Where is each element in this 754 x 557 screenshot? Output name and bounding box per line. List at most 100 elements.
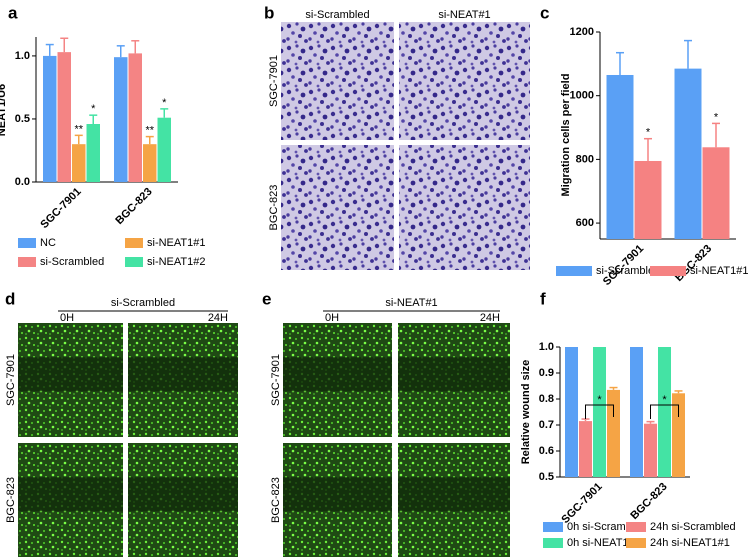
column-label: si-NEAT#1 [438,9,490,21]
bar [607,389,620,477]
legend-swatch [626,522,646,532]
micrograph [281,145,394,270]
column-label: si-Scrambled [305,9,369,21]
micrograph [399,145,530,270]
x-tick-label: BGC-823 [113,186,154,227]
legend-swatch [650,266,686,276]
bar [43,55,57,183]
y-tick-label: 800 [576,153,594,165]
x-tick-label: BGC-823 [673,243,714,284]
wound-gap [18,357,123,392]
panel-letter: b [264,3,274,22]
bar [72,144,86,182]
micrograph [281,22,394,140]
row-label: BGC-823 [270,477,282,523]
panel-letter: f [540,289,546,308]
y-tick-label: 1.0 [539,341,554,353]
legend-label: si-Scrambled [596,265,660,277]
x-tick-label: SGC-7901 [38,186,83,231]
wound-gap [283,477,392,512]
legend-label: 24h si-NEAT1#1 [650,537,730,549]
y-axis-label: Migration cells per field [560,74,572,197]
bar [702,147,730,239]
bar [644,423,657,477]
significance: ** [145,125,154,137]
legend-swatch [543,522,563,532]
legend-swatch [18,257,36,267]
significance: * [91,103,96,115]
legend-swatch [626,538,646,548]
bar [157,117,171,182]
y-tick-label: 0.5 [15,113,30,125]
bar [579,421,592,477]
bar [658,347,671,477]
legend-label: si-NEAT1#1 [147,237,205,249]
row-label: SGC-7901 [268,55,280,107]
legend-label: NC [40,237,56,249]
bar [114,57,128,182]
legend-swatch [18,238,36,248]
significance: * [662,394,667,406]
significance: * [646,127,651,139]
y-tick-label: 0.5 [539,471,554,483]
wound-gap [398,357,510,392]
micrograph [399,22,530,140]
row-label: SGC-7901 [5,354,17,406]
y-tick-label: 1000 [570,90,594,102]
wound-gap [128,357,238,392]
significance: * [597,394,602,406]
x-tick-label: BGC-823 [628,481,669,522]
bar [565,347,578,477]
significance: * [162,97,167,109]
legend-swatch [543,538,563,548]
legend-label: 24h si-Scrambled [650,521,736,533]
bracket [585,404,614,419]
row-label: BGC-823 [268,185,280,231]
wound-gap [18,477,123,512]
row-label: BGC-823 [5,477,17,523]
wound-gap [398,477,510,512]
column-label: 24H [208,312,228,324]
bar [672,393,685,477]
bar [86,124,100,182]
y-tick-label: 600 [576,217,594,229]
bar [57,52,71,183]
panel-letter: c [540,3,549,22]
legend-swatch [125,238,143,248]
legend-label: 0h si-NEAT1#1 [567,537,641,549]
legend-swatch [125,257,143,267]
bar [674,68,702,239]
y-tick-label: 1.0 [15,50,30,62]
x-tick-label: SGC-7901 [559,481,604,526]
significance: * [714,111,719,123]
bar [143,144,157,182]
panel-letter: a [8,3,18,22]
wound-gap [283,357,392,392]
legend-label: si-NEAT1#2 [147,256,205,268]
bar [606,74,634,239]
legend-label: si-NEAT1#1 [690,265,748,277]
bar [634,160,662,239]
significance: ** [74,123,83,135]
bar [593,347,606,477]
column-label: 0H [60,312,74,324]
legend-label: si-Scrambled [40,256,104,268]
y-tick-label: 0.7 [539,419,554,431]
legend-swatch [556,266,592,276]
bracket [650,404,679,419]
row-label: SGC-7901 [270,354,282,406]
column-header: si-Scrambled [111,297,175,309]
y-axis-label: NEAT1/U6 [0,84,8,136]
column-label: 24H [480,312,500,324]
bar [630,347,643,477]
y-tick-label: 0.8 [539,393,554,405]
panel-letter: e [262,289,271,308]
y-tick-label: 1200 [570,26,594,38]
y-tick-label: 0.0 [15,176,30,188]
panel-letter: d [5,289,15,308]
y-tick-label: 0.9 [539,367,554,379]
wound-gap [128,477,238,512]
column-label: 0H [325,312,339,324]
column-header: si-NEAT#1 [385,297,437,309]
